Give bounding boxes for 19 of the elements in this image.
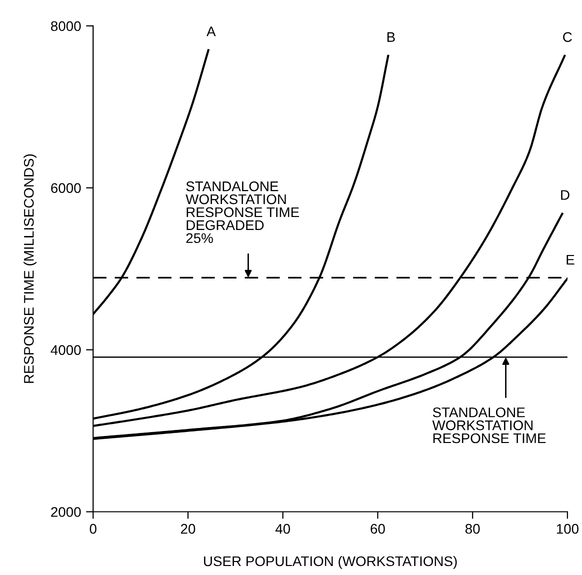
- y-tick-label: 8000: [51, 21, 81, 32]
- x-axis-title: USER POPULATION (WORKSTATIONS): [204, 556, 457, 569]
- x-tick-label: 0: [90, 524, 96, 534]
- ref-line-label: STANDALONE WORKSTATION RESPONSE TIME DEGRADED 25%: [186, 181, 299, 244]
- x-tick-label: 100: [556, 524, 578, 534]
- series-label: D: [561, 190, 570, 200]
- y-axis-title: RESPONSE TIME (MILLISECONDS): [24, 154, 37, 383]
- ref-line-label: STANDALONE WORKSTATION RESPONSE TIME: [432, 407, 546, 444]
- x-tick-label: 40: [275, 524, 290, 534]
- series-label: C: [563, 32, 572, 42]
- x-tick-label: 60: [370, 524, 385, 534]
- x-tick-label: 20: [180, 524, 196, 534]
- series-label: E: [566, 254, 574, 265]
- y-tick-label: 4000: [50, 345, 81, 355]
- series-label: B: [387, 32, 395, 42]
- y-tick-label: 6000: [51, 183, 81, 194]
- y-tick-label: 2000: [51, 507, 81, 517]
- series-label: A: [206, 26, 216, 36]
- x-tick-label: 80: [465, 524, 480, 534]
